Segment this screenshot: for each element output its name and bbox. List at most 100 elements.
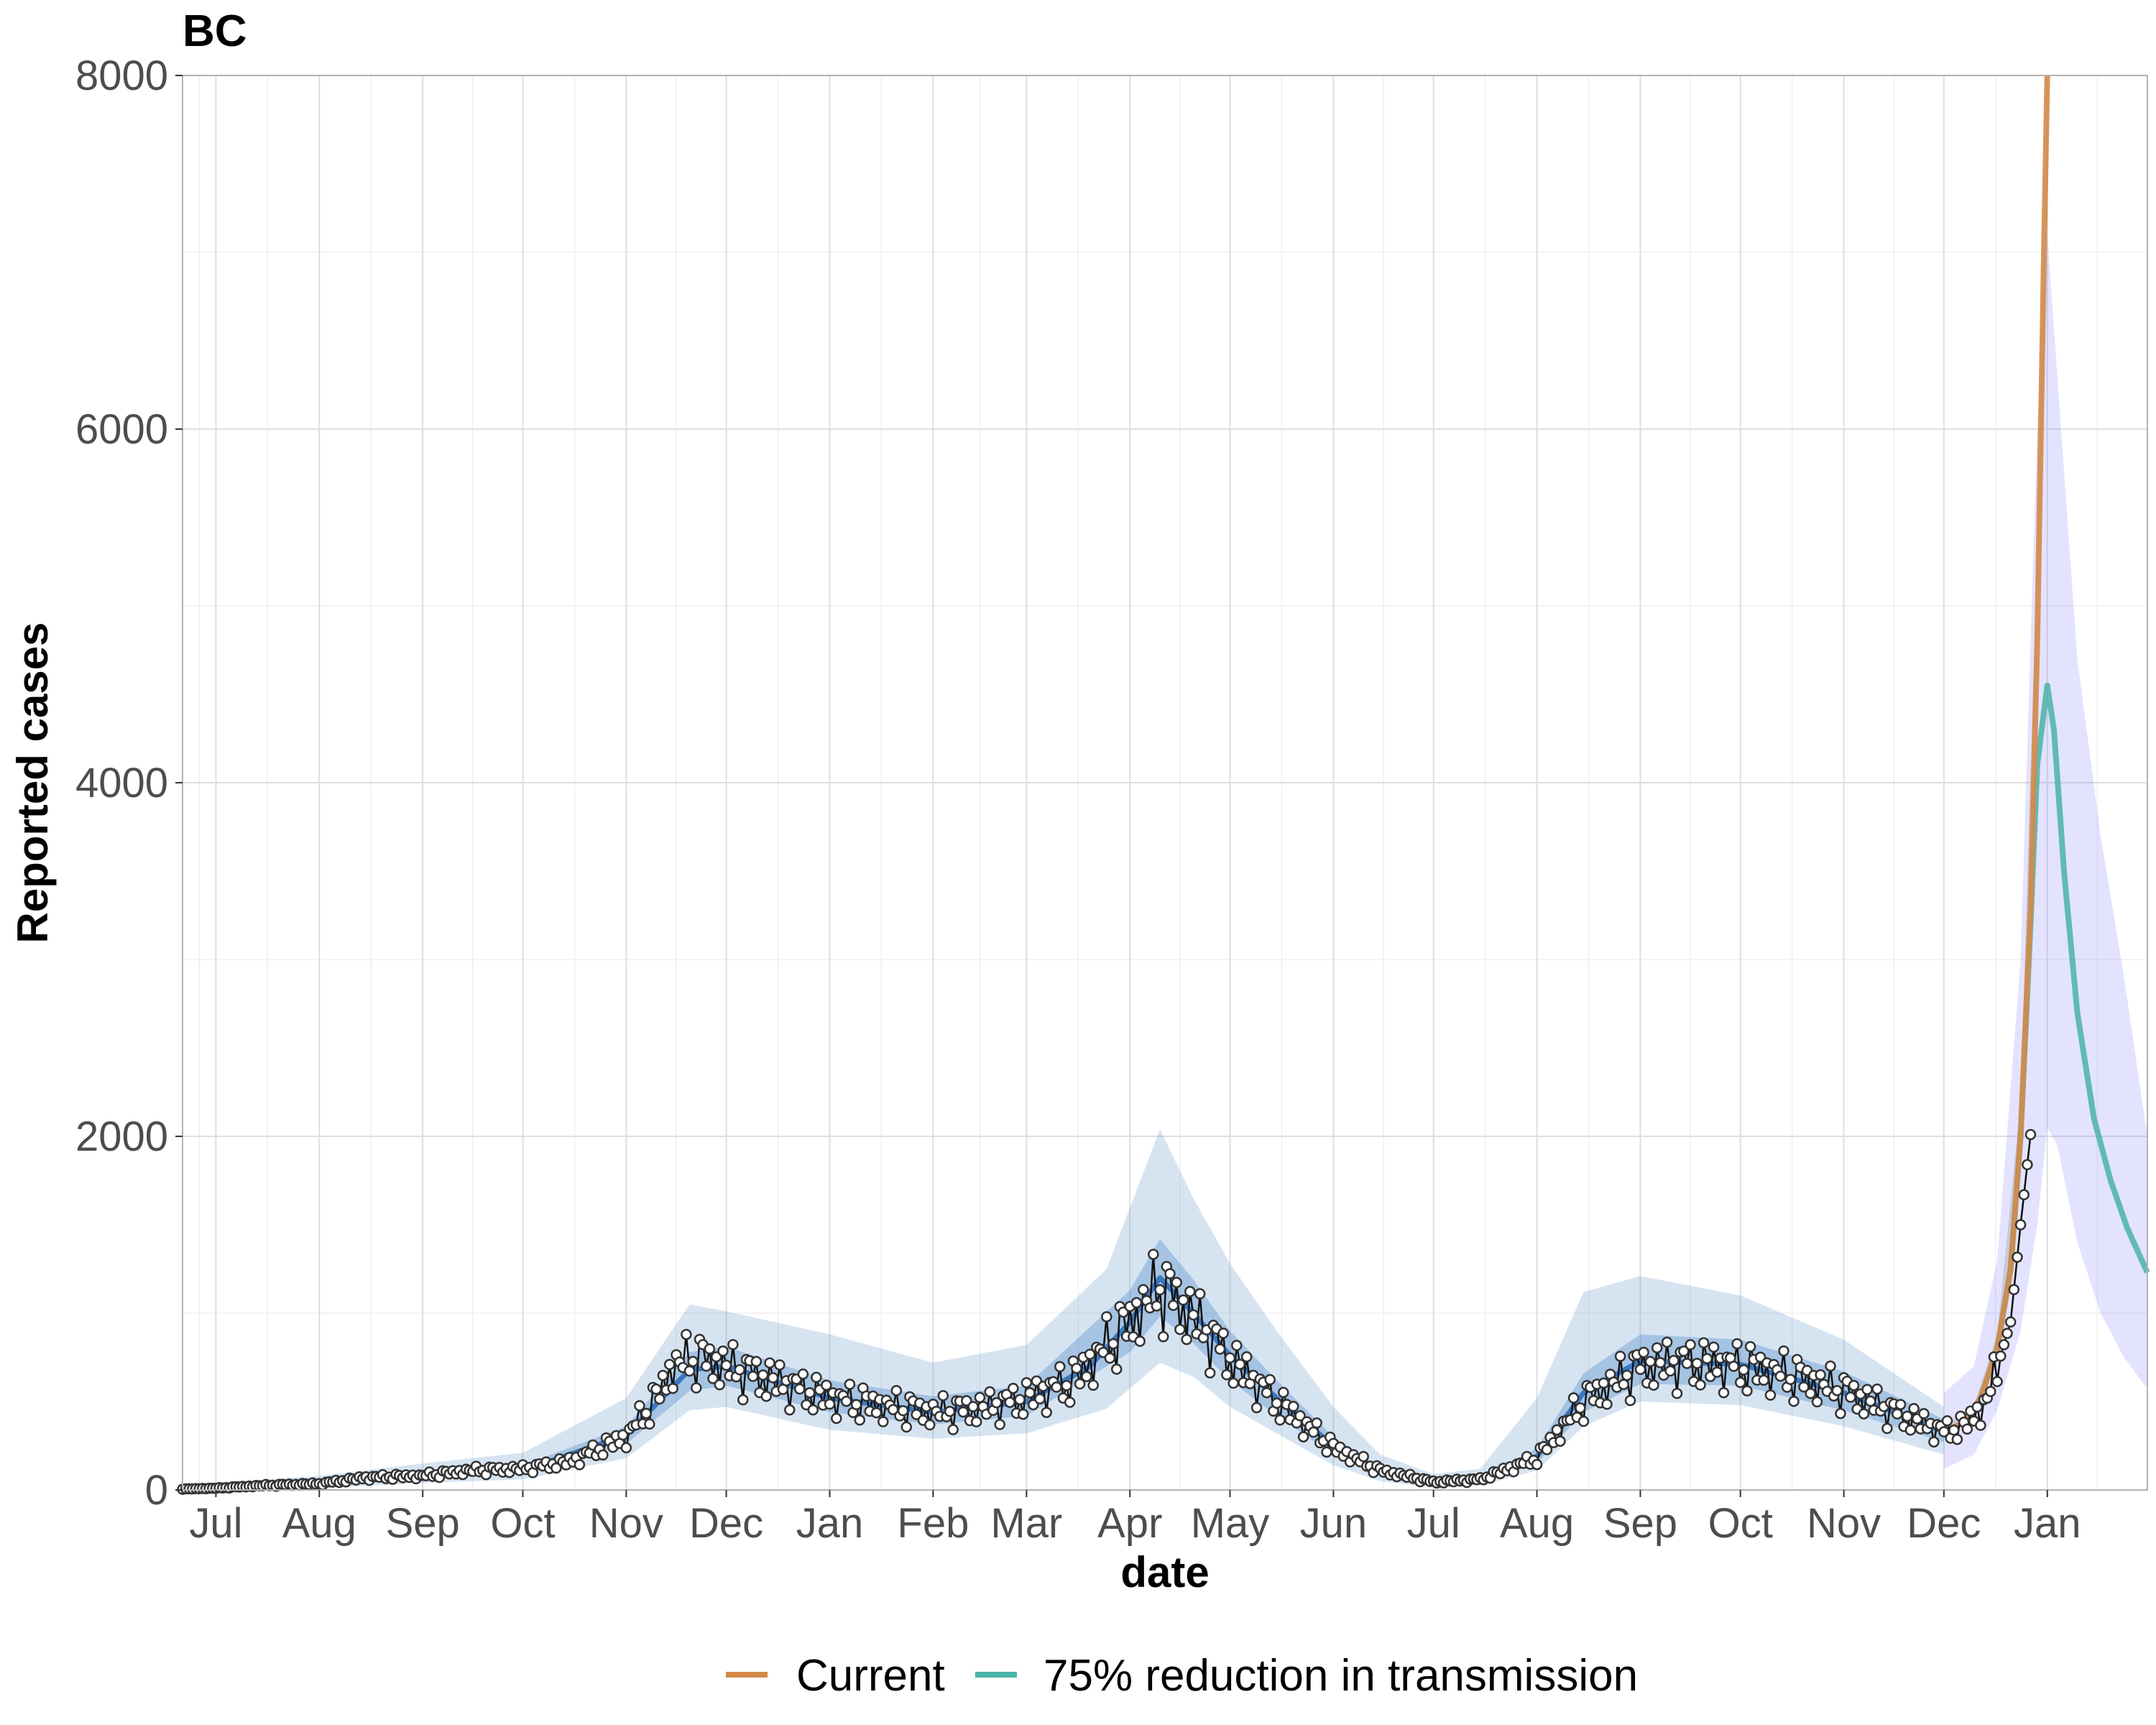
observed-point bbox=[1014, 1394, 1026, 1406]
x-tick-label: Mar bbox=[990, 1500, 1062, 1547]
observed-point bbox=[1307, 1426, 1319, 1438]
observed-point bbox=[1311, 1417, 1322, 1429]
observed-point bbox=[1598, 1377, 1610, 1389]
observed-point bbox=[870, 1407, 883, 1419]
y-axis-title: Reported cases bbox=[9, 622, 57, 944]
observed-point bbox=[1278, 1386, 1289, 1399]
observed-point bbox=[1074, 1378, 1086, 1390]
observed-point bbox=[1107, 1338, 1119, 1350]
observed-point bbox=[597, 1449, 609, 1461]
observed-point bbox=[707, 1373, 719, 1384]
observed-point bbox=[1264, 1374, 1276, 1386]
observed-point bbox=[2008, 1284, 2020, 1295]
observed-point bbox=[1231, 1340, 1243, 1351]
observed-point bbox=[657, 1369, 669, 1381]
observed-point bbox=[844, 1379, 856, 1390]
observed-point bbox=[1848, 1379, 1860, 1392]
observed-point bbox=[1204, 1367, 1216, 1379]
observed-point bbox=[717, 1345, 729, 1357]
observed-point bbox=[1618, 1379, 1629, 1390]
observed-point bbox=[911, 1409, 922, 1420]
y-tick-label: 0 bbox=[145, 1467, 168, 1514]
observed-point bbox=[1711, 1366, 1723, 1378]
observed-point bbox=[1194, 1288, 1206, 1300]
observed-point bbox=[663, 1358, 676, 1371]
observed-point bbox=[1697, 1337, 1710, 1349]
observed-point bbox=[1941, 1415, 1953, 1427]
observed-point bbox=[701, 1360, 712, 1372]
legend: Current 75% reduction in transmission bbox=[726, 1651, 1638, 1701]
observed-point bbox=[1034, 1393, 1046, 1404]
observed-point bbox=[1678, 1346, 1690, 1357]
observed-point bbox=[1217, 1328, 1229, 1339]
observed-point bbox=[1621, 1369, 1633, 1381]
major-gridlines bbox=[183, 75, 2147, 1491]
observed-point bbox=[1654, 1357, 1667, 1368]
observed-point bbox=[1061, 1379, 1072, 1392]
observed-point bbox=[1788, 1395, 1800, 1407]
observed-point bbox=[1017, 1408, 1029, 1420]
observed-point bbox=[840, 1395, 852, 1407]
observed-point bbox=[1811, 1396, 1823, 1408]
observed-point bbox=[957, 1406, 969, 1418]
observed-point bbox=[1167, 1300, 1179, 1311]
observed-point bbox=[824, 1398, 836, 1410]
observed-point bbox=[1718, 1386, 1730, 1399]
observed-point bbox=[961, 1395, 972, 1407]
x-tick-label: Jun bbox=[1300, 1500, 1368, 1547]
observed-point bbox=[1184, 1286, 1196, 1297]
y-tick-label: 6000 bbox=[75, 406, 168, 453]
observed-point bbox=[1577, 1415, 1590, 1427]
observed-point bbox=[617, 1429, 629, 1441]
x-tick-label: Oct bbox=[490, 1500, 555, 1547]
y-tick-label: 4000 bbox=[75, 760, 168, 806]
legend-label-75pct-reduction: 75% reduction in transmission bbox=[1044, 1651, 1638, 1701]
observed-point bbox=[1638, 1346, 1649, 1358]
observed-point bbox=[1975, 1420, 1986, 1431]
observed-point bbox=[1892, 1408, 1903, 1420]
observed-point bbox=[1151, 1300, 1163, 1312]
observed-point bbox=[1101, 1311, 1112, 1322]
observed-point bbox=[1815, 1369, 1826, 1381]
observed-point bbox=[1858, 1408, 1870, 1420]
observed-point bbox=[1758, 1374, 1769, 1386]
observed-point bbox=[1624, 1394, 1636, 1407]
observed-point bbox=[1861, 1384, 1873, 1395]
observed-point bbox=[1274, 1414, 1286, 1426]
x-tick-label: Nov bbox=[1807, 1500, 1881, 1547]
observed-point bbox=[620, 1442, 632, 1454]
observed-point bbox=[1664, 1365, 1676, 1377]
observed-point bbox=[831, 1412, 842, 1425]
x-tick-label: Dec bbox=[689, 1500, 763, 1547]
observed-point bbox=[1154, 1284, 1166, 1296]
observed-point bbox=[970, 1416, 982, 1427]
observed-point bbox=[1321, 1446, 1332, 1458]
observed-point bbox=[784, 1404, 796, 1416]
x-tick-label: Feb bbox=[897, 1500, 969, 1547]
observed-point bbox=[650, 1384, 662, 1395]
observed-point bbox=[1998, 1339, 2010, 1351]
observed-point bbox=[747, 1371, 759, 1382]
observed-point bbox=[573, 1459, 586, 1471]
observed-point bbox=[947, 1424, 959, 1435]
observed-point bbox=[1250, 1402, 1263, 1414]
observed-point bbox=[1831, 1385, 1843, 1397]
x-tick-label: Jan bbox=[796, 1500, 864, 1547]
observed-point bbox=[704, 1343, 716, 1355]
x-tick-label: Oct bbox=[1708, 1500, 1773, 1547]
observed-point bbox=[1240, 1351, 1253, 1363]
observed-point bbox=[1134, 1335, 1146, 1347]
observed-point bbox=[1784, 1374, 1797, 1385]
observed-point bbox=[877, 1416, 889, 1427]
observed-point bbox=[1181, 1333, 1192, 1346]
observed-point bbox=[1567, 1392, 1580, 1404]
observed-point bbox=[1187, 1309, 1199, 1321]
observed-point bbox=[1614, 1351, 1626, 1362]
observed-point bbox=[2022, 1159, 2033, 1171]
observed-point bbox=[984, 1386, 996, 1398]
legend-label-current: Current bbox=[796, 1651, 945, 1701]
x-tick-label: Apr bbox=[1097, 1500, 1162, 1547]
observed-point bbox=[1685, 1339, 1696, 1351]
observed-point bbox=[1738, 1364, 1750, 1376]
observed-point bbox=[821, 1379, 832, 1392]
